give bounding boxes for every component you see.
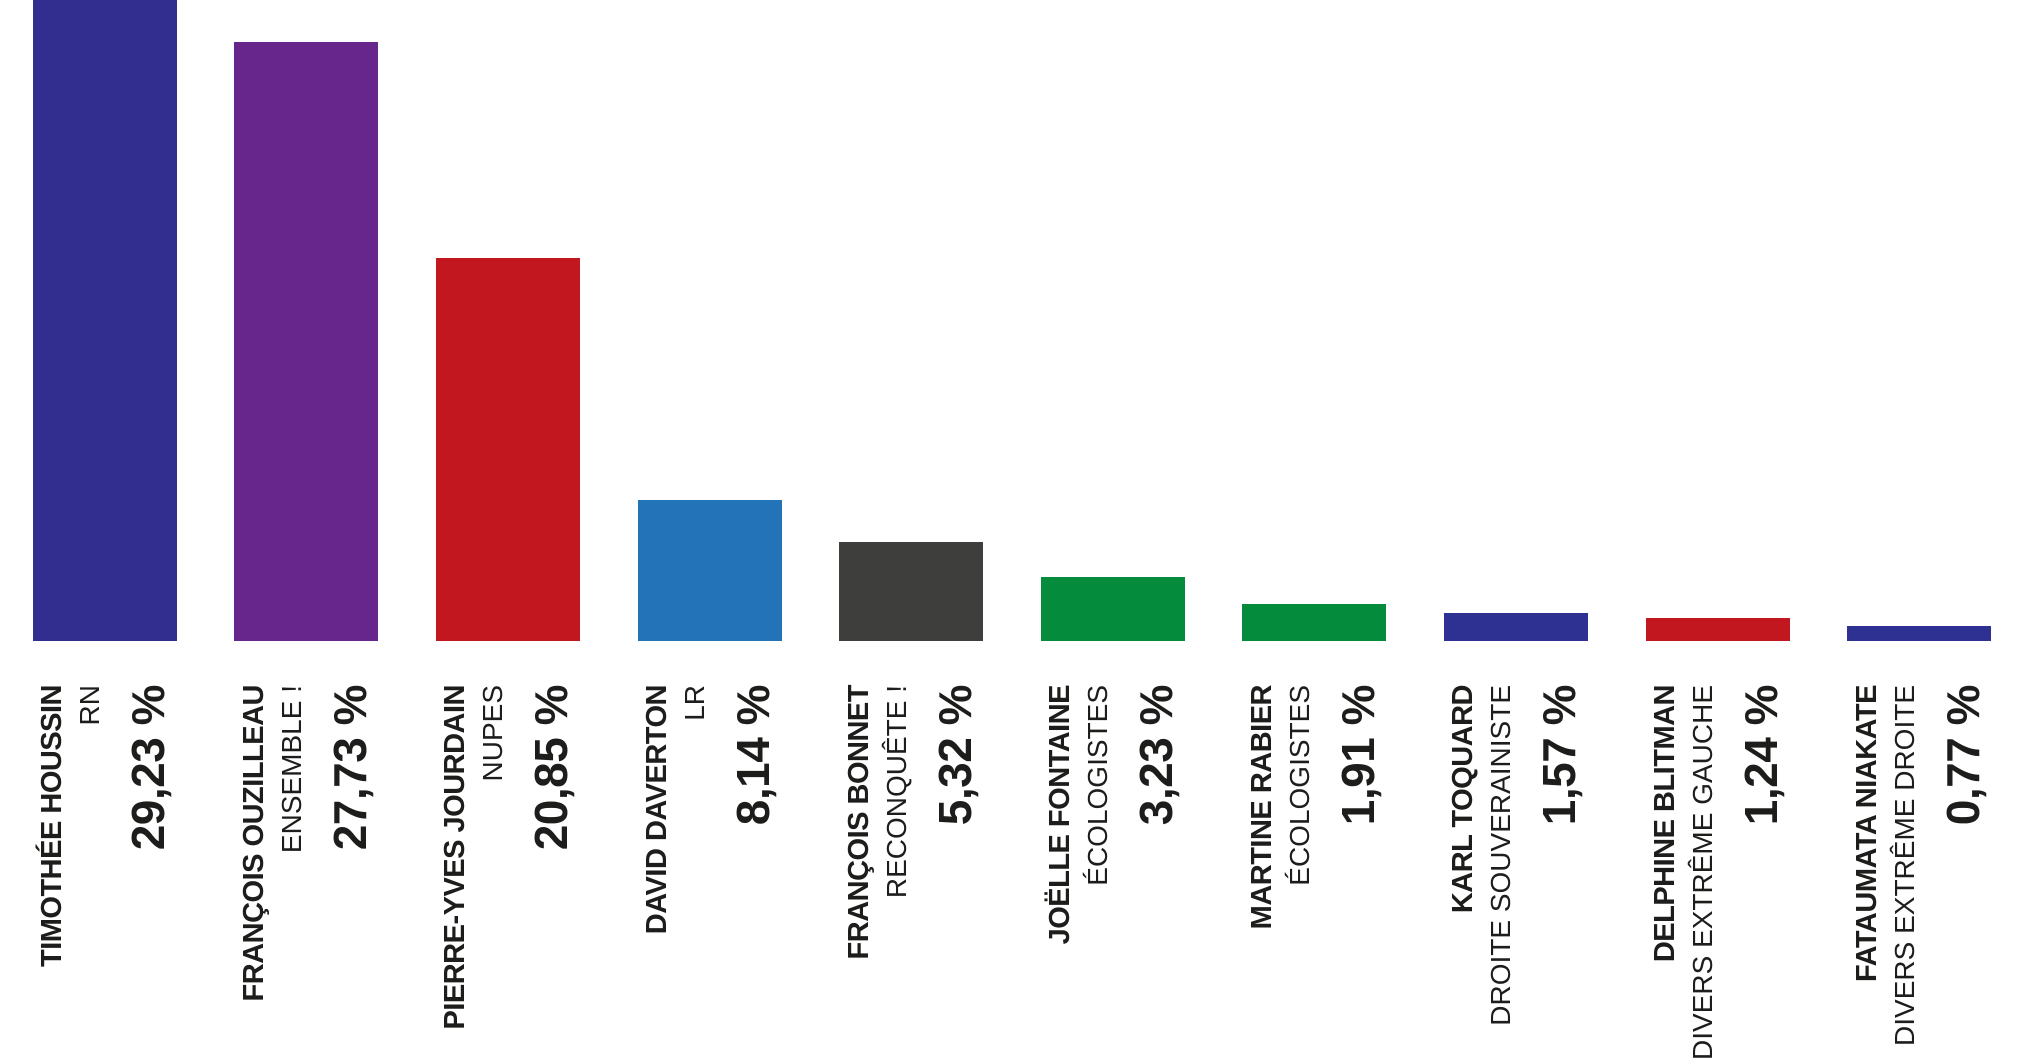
bar-area xyxy=(810,0,1012,641)
party-label: NUPES xyxy=(477,685,509,782)
bar-area xyxy=(4,0,206,641)
candidate-name-label: FRANÇOIS BONNET xyxy=(842,685,875,960)
bar-area xyxy=(1214,0,1416,641)
candidate-name-label: PIERRE-YVES JOURDAIN xyxy=(439,685,472,1030)
candidate-column: DELPHINE BLITMAN DIVERS EXTRÊME GAUCHE 1… xyxy=(1617,0,1819,1060)
candidate-column: KARL TOQUARD DROITE SOUVERAINISTE 1,57 % xyxy=(1415,0,1617,1053)
label-group: FATAUMATA NIAKATE DIVERS EXTRÊME DROITE … xyxy=(1818,641,2020,1053)
result-bar xyxy=(637,500,782,641)
result-bar xyxy=(1443,613,1588,641)
candidate-column: MARTINE RABIER ÉCOLOGISTES 1,91 % xyxy=(1214,0,1416,1053)
candidate-column: PIERRE-YVES JOURDAIN NUPES 20,85 % xyxy=(407,0,609,1053)
candidate-name-label: TIMOTHÉE HOUSSIN xyxy=(36,685,69,968)
bar-area xyxy=(407,0,609,641)
candidate-name-label: JOËLLE FONTAINE xyxy=(1044,685,1077,945)
percent-label: 0,77 % xyxy=(1936,685,1989,826)
party-label: RN xyxy=(74,685,106,726)
party-label: ÉCOLOGISTES xyxy=(1283,685,1315,886)
candidate-column: FATAUMATA NIAKATE DIVERS EXTRÊME DROITE … xyxy=(1818,0,2020,1053)
percent-label: 27,73 % xyxy=(323,685,376,851)
percent-label: 20,85 % xyxy=(525,685,578,851)
result-bar xyxy=(32,0,177,641)
result-bar xyxy=(1645,618,1790,641)
candidate-name-label: FATAUMATA NIAKATE xyxy=(1850,685,1883,983)
candidate-name-label: MARTINE RABIER xyxy=(1245,685,1278,930)
label-group: TIMOTHÉE HOUSSIN RN 29,23 % xyxy=(4,641,206,1053)
party-label: DIVERS EXTRÊME GAUCHE xyxy=(1687,685,1719,1060)
percent-label: 1,91 % xyxy=(1331,685,1384,826)
bar-area xyxy=(1818,0,2020,641)
percent-label: 1,57 % xyxy=(1533,685,1586,826)
result-bar xyxy=(234,42,379,641)
label-group: PIERRE-YVES JOURDAIN NUPES 20,85 % xyxy=(407,641,609,1053)
label-group: JOËLLE FONTAINE ÉCOLOGISTES 3,23 % xyxy=(1012,641,1214,1053)
party-label: ENSEMBLE ! xyxy=(275,685,307,854)
label-group: FRANÇOIS BONNET RECONQUÊTE ! 5,32 % xyxy=(810,641,1012,1053)
bar-area xyxy=(1617,0,1819,641)
label-group: DAVID DAVERTON LR 8,14 % xyxy=(609,641,811,1053)
label-group: DELPHINE BLITMAN DIVERS EXTRÊME GAUCHE 1… xyxy=(1617,641,1819,1060)
party-label: DIVERS EXTRÊME DROITE xyxy=(1888,685,1920,1046)
candidate-column: DAVID DAVERTON LR 8,14 % xyxy=(609,0,811,1053)
party-label: ÉCOLOGISTES xyxy=(1082,685,1114,886)
candidate-column: TIMOTHÉE HOUSSIN RN 29,23 % xyxy=(4,0,206,1053)
result-bar xyxy=(1242,604,1387,641)
label-group: MARTINE RABIER ÉCOLOGISTES 1,91 % xyxy=(1214,641,1416,1053)
percent-label: 3,23 % xyxy=(1130,685,1183,826)
candidate-name-label: DELPHINE BLITMAN xyxy=(1649,685,1682,963)
candidate-name-label: FRANÇOIS OUZILLEAU xyxy=(237,685,270,1002)
bar-area xyxy=(609,0,811,641)
bar-area xyxy=(1415,0,1617,641)
party-label: LR xyxy=(679,685,711,721)
candidate-name-label: KARL TOQUARD xyxy=(1447,685,1480,914)
bar-area xyxy=(206,0,408,641)
bar-area xyxy=(1012,0,1214,641)
result-bar xyxy=(1847,626,1992,641)
percent-label: 5,32 % xyxy=(928,685,981,826)
result-bar xyxy=(435,258,580,641)
party-label: RECONQUÊTE ! xyxy=(880,685,912,899)
percent-label: 1,24 % xyxy=(1735,685,1788,826)
result-bar xyxy=(839,542,984,641)
percent-label: 8,14 % xyxy=(727,685,780,826)
percent-label: 29,23 % xyxy=(122,685,175,851)
candidate-column: FRANÇOIS OUZILLEAU ENSEMBLE ! 27,73 % xyxy=(206,0,408,1053)
party-label: DROITE SOUVERAINISTE xyxy=(1485,685,1517,1026)
candidate-column: FRANÇOIS BONNET RECONQUÊTE ! 5,32 % xyxy=(810,0,1012,1053)
candidate-name-label: DAVID DAVERTON xyxy=(641,685,674,935)
label-group: KARL TOQUARD DROITE SOUVERAINISTE 1,57 % xyxy=(1415,641,1617,1053)
label-group: FRANÇOIS OUZILLEAU ENSEMBLE ! 27,73 % xyxy=(206,641,408,1053)
result-bar xyxy=(1040,577,1185,641)
candidate-column: JOËLLE FONTAINE ÉCOLOGISTES 3,23 % xyxy=(1012,0,1214,1053)
